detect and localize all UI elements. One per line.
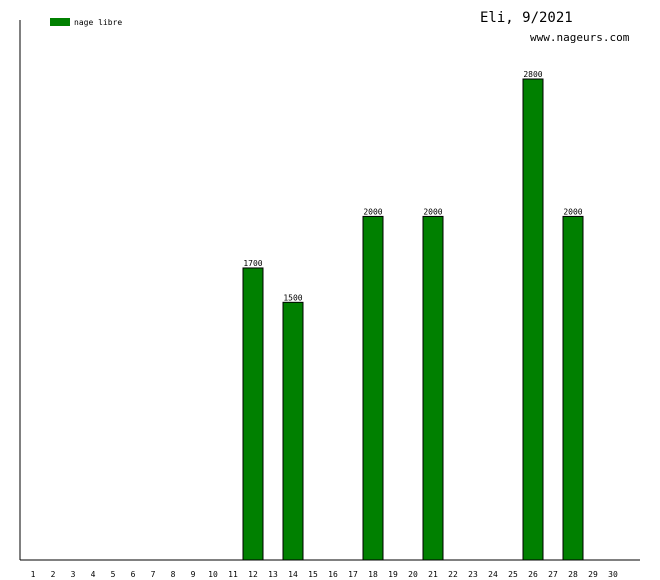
- x-tick-labels: 1 2 3 4 5 6 7 8 9 10 11 12 13 14 15 16 17 18 19 20 21 22 23 24 2…: [31, 570, 618, 579]
- bar-value-label: 1700: [243, 259, 262, 268]
- bar: [422, 215, 444, 561]
- x-tick-label: 5: [111, 570, 116, 579]
- x-tick-label: 13: [268, 570, 278, 579]
- x-tick-label: 25: [508, 570, 518, 579]
- x-tick-label: 17: [348, 570, 358, 579]
- bar-value-label: 2000: [423, 207, 442, 216]
- x-tick-label: 24: [488, 570, 498, 579]
- x-tick-label: 30: [608, 570, 618, 579]
- x-tick-label: 26: [528, 570, 538, 579]
- x-tick-label: 15: [308, 570, 318, 579]
- bar-value-label: 2800: [523, 70, 542, 79]
- legend-swatch: [50, 18, 70, 26]
- bar-value-label: 2000: [363, 207, 382, 216]
- bar-value-label: 2000: [563, 207, 582, 216]
- legend: nage libre: [50, 18, 122, 27]
- x-tick-label: 10: [208, 570, 218, 579]
- legend-label: nage libre: [74, 18, 122, 27]
- x-tick-label: 28: [568, 570, 578, 579]
- x-tick-label: 6: [131, 570, 136, 579]
- site-url: www.nageurs.com: [530, 31, 630, 44]
- x-tick-label: 4: [91, 570, 96, 579]
- bars-group: 1700 1500 2000 2000 2800 2000: [242, 70, 584, 561]
- x-tick-label: 14: [288, 570, 298, 579]
- x-tick-label: 20: [408, 570, 418, 579]
- bar: [522, 78, 544, 561]
- x-tick-label: 11: [228, 570, 238, 579]
- x-tick-label: 18: [368, 570, 378, 579]
- bar: [362, 215, 384, 561]
- x-tick-label: 12: [248, 570, 258, 579]
- chart-title: Eli, 9/2021: [480, 10, 573, 26]
- x-tick-label: 19: [388, 570, 398, 579]
- bar: [282, 301, 304, 561]
- x-tick-label: 21: [428, 570, 438, 579]
- x-tick-label: 27: [548, 570, 558, 579]
- x-tick-label: 16: [328, 570, 338, 579]
- x-tick-label: 3: [71, 570, 76, 579]
- bar-value-label: 1500: [283, 293, 302, 302]
- bar: [242, 267, 264, 561]
- x-tick-label: 7: [151, 570, 156, 579]
- bar: [562, 215, 584, 561]
- x-tick-label: 1: [31, 570, 36, 579]
- x-tick-label: 9: [191, 570, 196, 579]
- x-tick-label: 22: [448, 570, 458, 579]
- x-tick-label: 8: [171, 570, 176, 579]
- x-tick-label: 23: [468, 570, 478, 579]
- x-tick-label: 29: [588, 570, 598, 579]
- x-tick-label: 2: [51, 570, 56, 579]
